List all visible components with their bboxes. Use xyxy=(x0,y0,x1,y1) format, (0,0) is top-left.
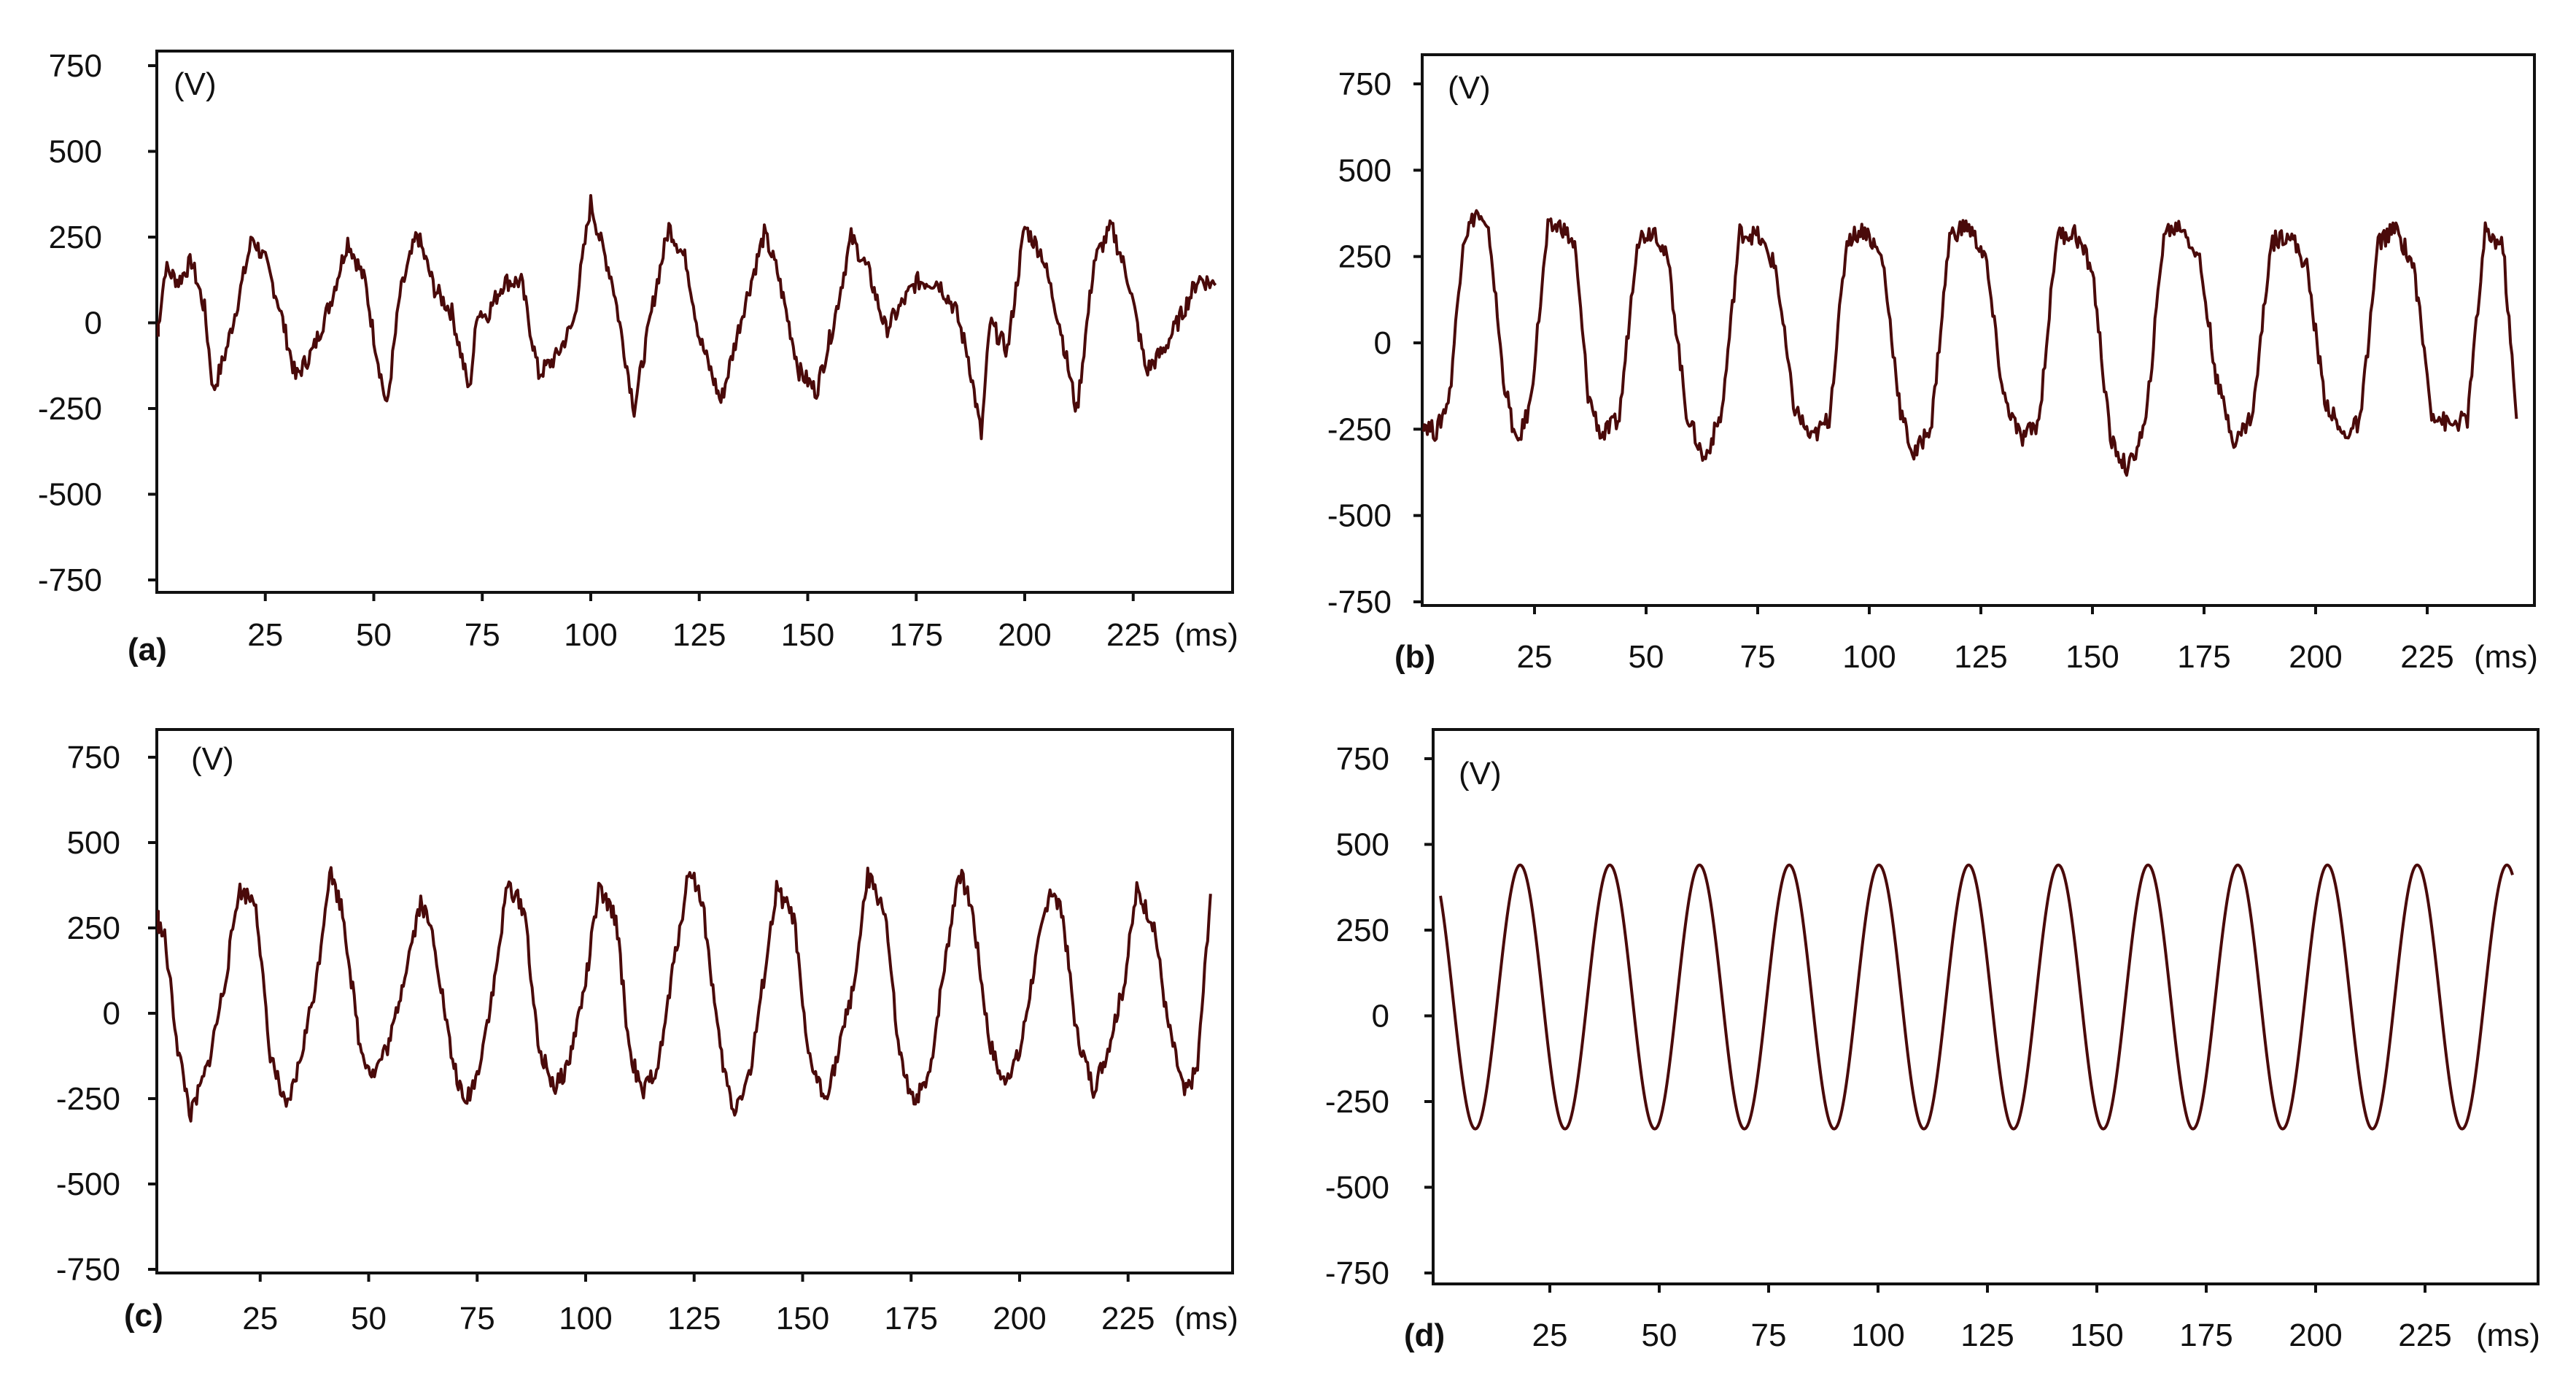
panel-a-xtick-label: 175 xyxy=(890,617,943,653)
panel-a-xtick-label: 225 xyxy=(1106,617,1160,653)
panel-c-xtick-label: 75 xyxy=(459,1301,495,1336)
panel-a-xlabel: (ms) xyxy=(1174,617,1238,653)
panel-d-label: (d) xyxy=(1404,1317,1445,1353)
panel-c-ylabel: (V) xyxy=(191,741,234,777)
panel-d-ytick-label: 250 xyxy=(1336,913,1389,948)
panel-d-xtick-label: 75 xyxy=(1751,1317,1787,1353)
panel-b-xticks: 25 50 75 100 125 150 175 200 225 xyxy=(1517,605,2454,675)
panel-b: 750 500 250 0 -250 -500 -750 25 50 75 100 125 150 17… xyxy=(1327,53,2538,675)
panel-d-xlabel: (ms) xyxy=(2476,1317,2540,1353)
panel-d-ytick-label: -250 xyxy=(1325,1084,1389,1120)
panel-a-ytick-label: 0 xyxy=(85,306,102,341)
panel-b-xtick-label: 225 xyxy=(2400,639,2453,675)
panel-a-xtick-label: 100 xyxy=(564,617,617,653)
panel-d-ytick-label: -750 xyxy=(1325,1255,1389,1291)
panel-c-xtick-label: 100 xyxy=(559,1301,612,1336)
panel-c-xtick-label: 175 xyxy=(885,1301,938,1336)
panel-b-xtick-label: 25 xyxy=(1517,639,1553,675)
panel-b-ytick-label: -750 xyxy=(1327,584,1392,620)
panel-d-ytick-label: 750 xyxy=(1336,741,1389,777)
panel-b-ytick-label: 750 xyxy=(1338,66,1392,102)
panel-a-xtick-label: 75 xyxy=(465,617,500,653)
panel-c-ytick-label: 500 xyxy=(67,825,120,861)
panel-a-xtick-label: 50 xyxy=(356,617,392,653)
panel-d-xtick-label: 175 xyxy=(2179,1317,2232,1353)
panel-c-ytick-label: -750 xyxy=(56,1252,120,1288)
panel-c-xticks: 25 50 75 100 125 150 175 200 225 xyxy=(242,1273,1155,1336)
panel-a-ylabel: (V) xyxy=(174,66,217,102)
panel-a-xtick-label: 125 xyxy=(672,617,726,653)
panel-b-yticks: 750 500 250 0 -250 -500 -750 xyxy=(1327,66,1422,620)
panel-c-ytick-label: 0 xyxy=(103,996,120,1032)
panel-c-ytick-label: 250 xyxy=(67,910,120,946)
panel-c-xtick-label: 200 xyxy=(993,1301,1046,1336)
panel-d-xtick-label: 125 xyxy=(1960,1317,2014,1353)
panel-a-xticks: 25 50 75 100 125 150 175 200 225 xyxy=(247,592,1160,653)
panel-b-xtick-label: 175 xyxy=(2177,639,2230,675)
panel-d-ytick-label: -500 xyxy=(1325,1170,1389,1206)
panel-d-xtick-label: 200 xyxy=(2289,1317,2342,1353)
panel-c-xtick-label: 25 xyxy=(242,1301,278,1336)
panel-b-xtick-label: 125 xyxy=(1954,639,2007,675)
panel-b-ytick-label: 500 xyxy=(1338,152,1392,188)
panel-d: 750 500 250 0 -250 -500 -750 25 50 75 100 125 150 17… xyxy=(1325,728,2540,1353)
panel-a-ytick-label: 500 xyxy=(49,134,102,170)
panel-b-label: (b) xyxy=(1394,639,1435,675)
panel-b-ytick-label: 250 xyxy=(1338,239,1392,275)
panel-a: 750 500 250 0 -250 -500 -750 25 50 75 100 125 150 17… xyxy=(38,48,1238,667)
panel-a-xtick-label: 150 xyxy=(781,617,834,653)
panel-d-waveform xyxy=(1439,863,2514,1131)
panel-c-xtick-label: 150 xyxy=(776,1301,829,1336)
panel-a-ytick-label: -500 xyxy=(38,477,102,513)
panel-a-ytick-label: -250 xyxy=(38,391,102,427)
panel-d-ylabel: (V) xyxy=(1459,756,1502,792)
panel-a-label: (a) xyxy=(128,632,167,667)
panel-c-yticks: 750 500 250 0 -250 -500 -750 xyxy=(56,740,157,1288)
panel-a-yticks: 750 500 250 0 -250 -500 -750 xyxy=(38,48,157,598)
panel-d-xtick-label: 50 xyxy=(1642,1317,1677,1353)
panel-a-ytick-label: 750 xyxy=(49,48,102,84)
panel-b-ylabel: (V) xyxy=(1448,70,1491,106)
panel-d-ytick-label: 500 xyxy=(1336,827,1389,863)
panel-c-xtick-label: 225 xyxy=(1101,1301,1155,1336)
panel-c-xtick-label: 125 xyxy=(667,1301,721,1336)
panel-b-xtick-label: 50 xyxy=(1629,639,1664,675)
panel-d-ytick-label: 0 xyxy=(1372,999,1389,1034)
panel-a-xtick-label: 200 xyxy=(998,617,1051,653)
panel-c-ytick-label: -250 xyxy=(56,1081,120,1117)
panel-c-ytick-label: -500 xyxy=(56,1166,120,1202)
panel-c-label: (c) xyxy=(124,1298,163,1334)
panel-d-xtick-label: 100 xyxy=(1851,1317,1904,1353)
panel-b-ytick-label: -250 xyxy=(1327,411,1392,447)
panel-d-xticks: 25 50 75 100 125 150 175 200 225 xyxy=(1532,1284,2452,1353)
panel-c-xlabel: (ms) xyxy=(1174,1301,1238,1336)
panel-b-frame xyxy=(1421,53,2536,607)
panel-b-xtick-label: 75 xyxy=(1740,639,1776,675)
panel-a-ytick-label: -750 xyxy=(38,562,102,598)
panel-d-frame xyxy=(1432,728,2540,1285)
panel-d-yticks: 750 500 250 0 -250 -500 -750 xyxy=(1325,741,1433,1291)
panel-c-ytick-label: 750 xyxy=(67,740,120,775)
panel-c-xtick-label: 50 xyxy=(351,1301,387,1336)
panel-b-xtick-label: 100 xyxy=(1842,639,1896,675)
panel-d-xtick-label: 225 xyxy=(2398,1317,2451,1353)
panel-b-ytick-label: -500 xyxy=(1327,498,1392,534)
panel-c: 750 500 250 0 -250 -500 -750 25 50 75 100 125 150 17… xyxy=(56,728,1238,1336)
panel-b-waveform xyxy=(1422,209,2518,477)
panel-d-xtick-label: 25 xyxy=(1532,1317,1568,1353)
panel-a-waveform xyxy=(157,194,1217,441)
panel-b-xlabel: (ms) xyxy=(2474,639,2538,675)
panel-b-xtick-label: 200 xyxy=(2289,639,2342,675)
panel-c-waveform xyxy=(157,866,1212,1123)
panel-d-xtick-label: 150 xyxy=(2070,1317,2123,1353)
panel-a-xtick-label: 25 xyxy=(247,617,283,653)
panel-a-ytick-label: 250 xyxy=(49,220,102,255)
panel-b-ytick-label: 0 xyxy=(1374,325,1392,361)
panel-b-xtick-label: 150 xyxy=(2065,639,2119,675)
